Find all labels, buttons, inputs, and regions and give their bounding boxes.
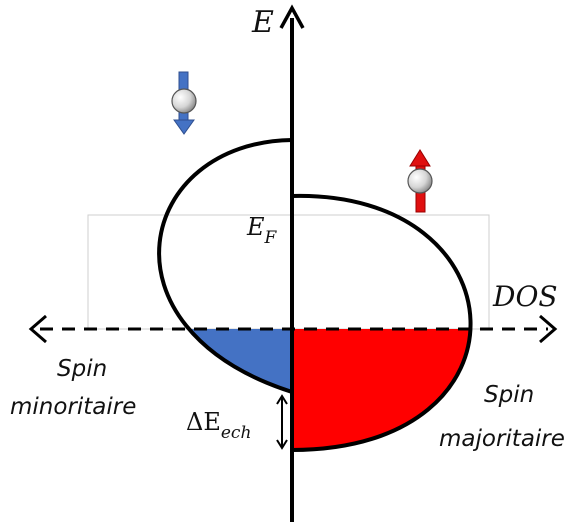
exchange-arrow-bottom <box>276 439 288 450</box>
energy-axis-label: E <box>251 5 274 40</box>
majority-occupied-fill <box>292 329 471 450</box>
fermi-level-label: EF <box>246 213 278 248</box>
minority-occupied-fill <box>189 329 292 392</box>
dos-axis-left-arrowhead <box>28 314 47 344</box>
dos-axis-right-arrowhead <box>539 314 558 344</box>
spin-down-electron-icon <box>171 71 197 135</box>
fermi-subscript: F <box>264 228 278 248</box>
spin-up-electron-icon <box>407 149 433 213</box>
exchange-arrow-top <box>276 394 288 405</box>
majority-label-line1: Spin <box>484 382 534 408</box>
delta-E: ΔE <box>186 408 221 436</box>
minority-dos-curve <box>157 138 293 394</box>
majority-dos-curve <box>291 193 473 452</box>
fermi-E: E <box>246 213 265 241</box>
fermi-level-guide <box>87 214 490 330</box>
energy-axis-arrowhead <box>279 4 305 29</box>
minority-label-line2: minoritaire <box>10 394 136 420</box>
dos-axis-label: DOS <box>492 280 558 313</box>
minority-label-line1: Spin <box>57 356 107 382</box>
delta-subscript: ech <box>221 423 252 443</box>
exchange-splitting-label: ΔEech <box>186 408 251 443</box>
majority-label-line2: majoritaire <box>439 426 565 452</box>
